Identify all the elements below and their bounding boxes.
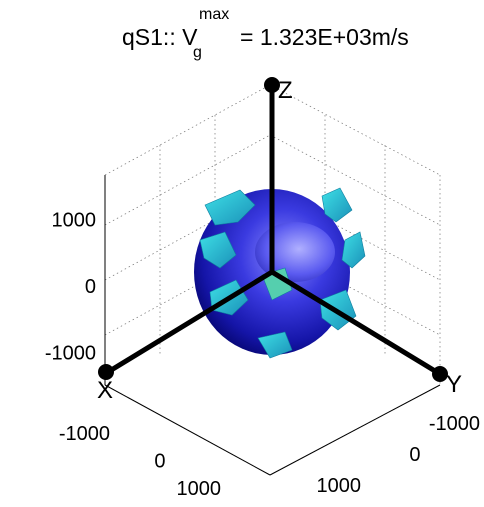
y-tick-label: 1000 <box>317 475 362 497</box>
x-axis-dot <box>98 364 114 380</box>
y-axis-label: Y <box>446 371 462 398</box>
sheet-top-left <box>204 189 256 226</box>
x-tick-label: 1000 <box>177 478 222 500</box>
x-tick-label: 0 <box>154 451 165 473</box>
sheet-top-right <box>321 187 353 223</box>
axis-end-dots <box>98 77 448 382</box>
title-superscript: max <box>199 6 230 23</box>
z-tick-label: 0 <box>85 276 96 298</box>
box-edges <box>104 175 441 476</box>
sheet-right <box>341 231 366 269</box>
z-tick-label: -1000 <box>45 342 96 364</box>
velocity-surface <box>194 187 366 359</box>
sheet-bottom <box>257 331 293 359</box>
z-axis-label: Z <box>278 77 293 104</box>
chart-title: qS1:: V g max = 1.323E+03m/s <box>0 0 484 62</box>
x-axis-label: X <box>97 377 113 404</box>
z-axis-dot <box>264 77 280 93</box>
z-tick-label: 1000 <box>52 210 97 232</box>
x-tick-label: -1000 <box>59 423 110 445</box>
title-subscript: g <box>193 44 202 61</box>
principal-axes <box>105 82 443 377</box>
y-tick-label: -1000 <box>429 413 480 435</box>
y-axis-dot <box>432 366 448 382</box>
sheet-left <box>199 231 237 269</box>
tick-labels: -1000 0 1000 -1000 0 1000 -1000 0 1000 <box>45 210 480 500</box>
y-tick-label: 0 <box>409 444 420 466</box>
title-value: = 1.323E+03m/s <box>240 24 409 50</box>
title-prefix: qS1:: V <box>122 24 198 50</box>
sphere-cap <box>255 222 335 282</box>
